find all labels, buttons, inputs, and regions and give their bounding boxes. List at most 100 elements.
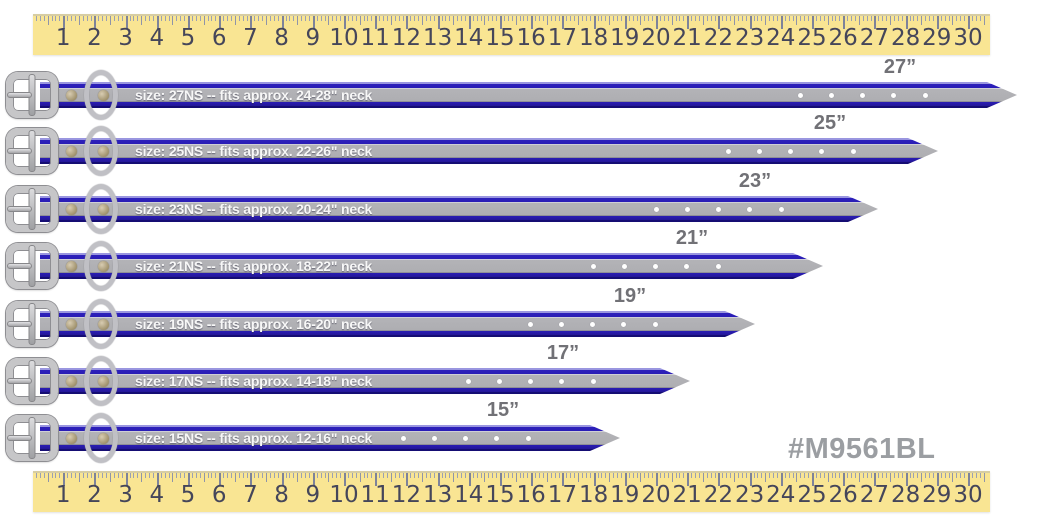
ruler-tick xyxy=(464,473,466,478)
rivet-icon xyxy=(97,145,109,157)
ruler-tick xyxy=(425,16,427,21)
ruler-tick xyxy=(184,16,186,21)
ruler-tick xyxy=(769,16,771,21)
collar-size-text: size: 25NS -- fits approx. 22-26" neck xyxy=(135,143,373,159)
ruler-tick xyxy=(312,16,315,29)
ruler-tick xyxy=(730,16,732,21)
adjustment-hole xyxy=(494,436,499,441)
ruler-tick xyxy=(757,16,759,21)
ruler-tick xyxy=(858,473,860,482)
adjustment-hole xyxy=(528,379,533,384)
ruler-tick xyxy=(753,473,755,478)
ruler-tick xyxy=(293,473,295,478)
ruler-tick xyxy=(289,16,291,21)
ruler-tick xyxy=(312,473,315,486)
ruler-tick xyxy=(277,473,279,478)
ruler-tick xyxy=(277,16,279,21)
collar-length-label: 21” xyxy=(675,227,709,249)
ruler-tick xyxy=(870,473,872,478)
ruler-tick xyxy=(113,16,115,21)
ruler-tick xyxy=(51,473,53,478)
ruler-tick xyxy=(726,473,728,478)
ruler-tick xyxy=(453,16,455,25)
adjustment-hole xyxy=(757,149,762,154)
ruler-tick xyxy=(149,16,150,21)
ruler-tick xyxy=(839,473,841,478)
rivet-icon xyxy=(65,318,77,330)
ruler-tick xyxy=(386,16,388,21)
ruler-tick xyxy=(913,16,915,21)
ruler-tick xyxy=(121,16,123,21)
ruler-number: 14 xyxy=(454,25,484,51)
collar-band: size: 25NS -- fits approx. 22-26" neck xyxy=(40,138,938,164)
ruler-tick xyxy=(831,16,833,21)
ruler-tick xyxy=(932,16,934,21)
ruler-number: 9 xyxy=(305,25,321,51)
ruler-tick xyxy=(956,16,958,21)
ruler-tick xyxy=(905,16,908,29)
ruler-tick xyxy=(835,16,837,21)
ruler-tick xyxy=(601,473,603,478)
ruler-number: 13 xyxy=(422,482,453,508)
ruler-number: 4 xyxy=(149,482,165,508)
ruler-tick xyxy=(675,473,677,478)
ruler-tick xyxy=(363,473,365,478)
ruler-tick xyxy=(266,16,267,25)
ruler-tick xyxy=(242,16,244,21)
ruler-tick xyxy=(675,16,677,21)
ruler-tick xyxy=(862,16,864,21)
ruler-tick xyxy=(86,473,88,478)
ruler-tick xyxy=(129,16,131,21)
ruler-tick xyxy=(663,473,665,478)
ruler-number: 22 xyxy=(703,25,734,51)
ruler-number: 13 xyxy=(422,25,453,51)
ruler-tick xyxy=(644,473,646,478)
ruler-tick xyxy=(523,473,525,478)
ruler-tick xyxy=(254,16,256,21)
ruler-tick xyxy=(757,473,759,478)
ruler-tick xyxy=(566,16,568,21)
ruler-tick xyxy=(410,473,412,478)
ruler-tick xyxy=(730,473,732,478)
ruler-number: 1 xyxy=(55,482,71,508)
ruler-number: 10 xyxy=(329,482,359,508)
ruler-tick xyxy=(320,473,322,478)
ruler-tick xyxy=(422,16,423,25)
ruler-tick xyxy=(425,473,427,478)
ruler-tick xyxy=(979,16,981,21)
rivet-icon xyxy=(65,145,77,157)
ruler-tick xyxy=(441,473,443,478)
ruler-number: 7 xyxy=(243,25,258,51)
ruler-tick xyxy=(917,16,919,21)
ruler-tick xyxy=(437,473,440,486)
ruler-tick xyxy=(737,473,739,478)
ruler-tick xyxy=(698,16,700,21)
ruler-tick xyxy=(35,473,37,478)
ruler-tick xyxy=(578,16,579,25)
ruler-tick xyxy=(394,473,396,478)
ruler-tick xyxy=(539,473,540,478)
ruler-tick xyxy=(110,473,111,482)
ruler-tick xyxy=(492,473,494,478)
ruler-tick xyxy=(702,16,704,25)
ruler-tick xyxy=(519,473,521,478)
ruler-tick xyxy=(964,16,966,21)
ruler-tick xyxy=(515,16,517,25)
ruler-tick xyxy=(515,473,517,482)
ruler-tick xyxy=(632,473,634,478)
ruler-tick xyxy=(74,473,76,478)
ruler-tick xyxy=(39,16,41,21)
ruler-tick xyxy=(597,473,599,478)
ruler-tick xyxy=(940,473,942,478)
adjustment-hole xyxy=(829,93,834,98)
ruler-tick xyxy=(909,16,911,21)
adjustment-hole xyxy=(466,379,471,384)
ruler-tick xyxy=(843,16,846,29)
d-ring-icon xyxy=(84,356,118,406)
ruler-number: 12 xyxy=(391,25,422,51)
adjustment-hole xyxy=(463,436,468,441)
ruler-tick xyxy=(956,473,958,478)
ruler-tick xyxy=(878,16,880,21)
ruler-tick xyxy=(620,16,622,21)
